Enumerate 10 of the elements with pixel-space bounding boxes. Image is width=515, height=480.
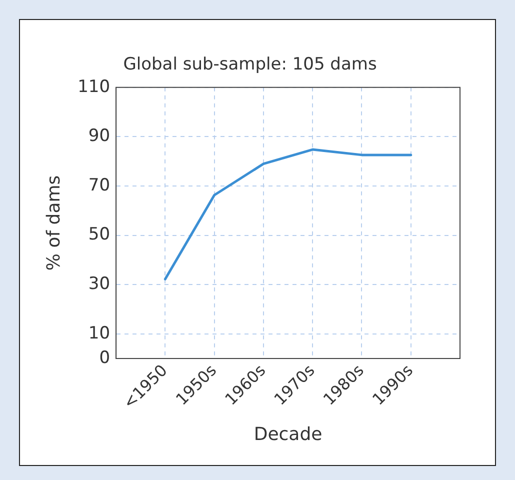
y-axis-title: % of dams	[43, 175, 64, 271]
y-tick-label: 90	[88, 126, 110, 146]
y-tick-label: 50	[88, 224, 110, 245]
x-axis-title: Decade	[254, 424, 322, 445]
chart-title: Global sub-sample: 105 dams	[123, 54, 377, 75]
y-tick-label: 110	[78, 76, 110, 97]
y-tick-label: 30	[88, 274, 110, 294]
y-tick-label: 0	[99, 348, 110, 368]
y-tick-label: 70	[88, 175, 110, 196]
y-tick-label: 10	[88, 323, 110, 344]
